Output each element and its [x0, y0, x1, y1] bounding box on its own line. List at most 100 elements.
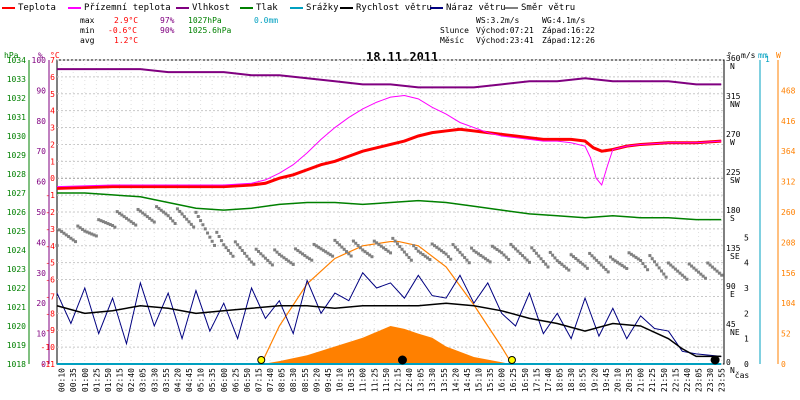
wind-dir-point — [148, 216, 152, 220]
pct-tick: 30 — [36, 269, 46, 278]
temp-tick: -2 — [45, 208, 55, 217]
legend-label: Vlhkost — [192, 3, 230, 13]
wind-dir-point — [571, 255, 575, 259]
wind-dir-point — [574, 257, 578, 261]
w-tick: 260 — [781, 208, 796, 217]
x-tick-label: 06:00 — [220, 368, 229, 392]
wind-dir-point — [168, 216, 172, 220]
wind-dir-point — [687, 262, 691, 266]
wind-dir-point — [173, 221, 177, 225]
wind-dir-point — [622, 265, 626, 269]
wind-dir-point — [483, 257, 487, 261]
temp-tick: -9 — [45, 326, 55, 335]
wind-dir-point — [145, 215, 149, 219]
x-tick-label: 17:15 — [532, 368, 541, 392]
legend-swatch — [290, 7, 303, 9]
wind-dir-point — [382, 246, 386, 250]
wind-dir-point — [618, 262, 622, 266]
wind-dir-point — [57, 228, 61, 232]
x-tick-label: 06:50 — [243, 368, 252, 392]
wind-dir-point — [458, 250, 462, 254]
wind-dir-point — [379, 244, 383, 248]
pct-tick: 60 — [36, 178, 46, 187]
max-label: max — [80, 16, 95, 25]
wind-dir-point — [266, 258, 270, 262]
wind-dir-point — [300, 252, 304, 256]
wind-dir-point — [268, 261, 272, 265]
wind-dir-point — [490, 244, 494, 248]
wind-dir-point — [627, 251, 631, 255]
deg-tick: 225 — [726, 168, 741, 177]
wind-dir-point — [636, 257, 640, 261]
x-tick-label: 00:35 — [69, 368, 78, 392]
max-hum: 97% — [160, 16, 175, 25]
wind-dir-point — [539, 257, 543, 261]
wind-dir-point — [581, 262, 585, 266]
wind-dir-point — [78, 226, 82, 230]
x-tick-label: 19:45 — [602, 368, 611, 392]
wind-dir-point — [370, 255, 374, 259]
wind-dir-point — [375, 241, 379, 245]
wind-dir-point — [560, 262, 564, 266]
deg-tick: 315 — [726, 92, 741, 101]
wind-dir-point — [354, 241, 358, 245]
wind-dir-point — [106, 222, 110, 226]
moonset-time: Západ:12:26 — [542, 36, 595, 45]
x-tick-label: 05:10 — [197, 368, 206, 392]
x-tick-label: 11:25 — [370, 368, 379, 392]
wind-dir-point — [527, 260, 531, 264]
wind-dir-point — [433, 244, 437, 248]
wind-dir-point — [243, 251, 247, 255]
wind-dir-point — [449, 257, 453, 261]
wind-dir-point — [236, 243, 240, 247]
wind-dir-point — [127, 218, 131, 222]
x-tick-label: 23:30 — [706, 368, 715, 392]
legend-item-6: Náraz větru — [430, 3, 506, 14]
wind-dir-point — [585, 266, 589, 270]
wind-dir-point — [294, 247, 298, 251]
x-tick-label: 09:20 — [312, 368, 321, 392]
w-axis-label: W — [776, 51, 781, 60]
x-tick-label: 05:35 — [208, 368, 217, 392]
wind-dir-point — [463, 256, 467, 260]
wind-dir-point — [171, 219, 175, 223]
wind-dir-point — [136, 207, 140, 211]
wind-dir-point — [643, 265, 647, 269]
wind-dir-point — [416, 249, 420, 253]
wind-dir-point — [261, 254, 265, 258]
wind-dir-point — [456, 248, 460, 252]
x-tick-label: 10:35 — [347, 368, 356, 392]
legend-swatch — [505, 7, 518, 9]
wind-dir-point — [442, 250, 446, 254]
wind-dir-point — [224, 246, 228, 250]
wind-dir-point — [175, 207, 179, 211]
wind-dir-point — [229, 251, 233, 255]
wind-dir-point — [391, 236, 395, 240]
wind-dir-point — [384, 248, 388, 252]
wind-dir-point — [111, 224, 115, 228]
w-tick: 104 — [781, 299, 796, 308]
wind-dir-point — [428, 258, 432, 262]
wind-dir-point — [597, 261, 601, 265]
deg-axis-label: ° — [727, 51, 732, 60]
pct-axis-label: % — [38, 51, 43, 60]
sun-label: Slunce — [440, 26, 469, 35]
temp-tick: -11 — [41, 360, 56, 369]
wind-dir-point — [551, 253, 555, 257]
wind-dir-point — [685, 277, 689, 281]
wind-dir-point — [669, 263, 673, 267]
x-tick-label: 08:05 — [278, 368, 287, 392]
dir-tick: E — [730, 290, 735, 299]
ms-tick: 0 — [744, 360, 749, 369]
wind-dir-point — [240, 249, 244, 253]
wind-dir-point — [312, 242, 316, 246]
min-label: min — [80, 26, 95, 35]
x-tick-label: 02:40 — [127, 368, 136, 392]
wind-dir-point — [342, 247, 346, 251]
temp-tick: -3 — [45, 225, 55, 234]
wind-dir-point — [85, 230, 89, 234]
hpa-tick: 1020 — [7, 322, 26, 331]
wind-dir-point — [562, 264, 566, 268]
wind-dir-point — [90, 232, 94, 236]
dir-tick: W — [730, 138, 735, 147]
